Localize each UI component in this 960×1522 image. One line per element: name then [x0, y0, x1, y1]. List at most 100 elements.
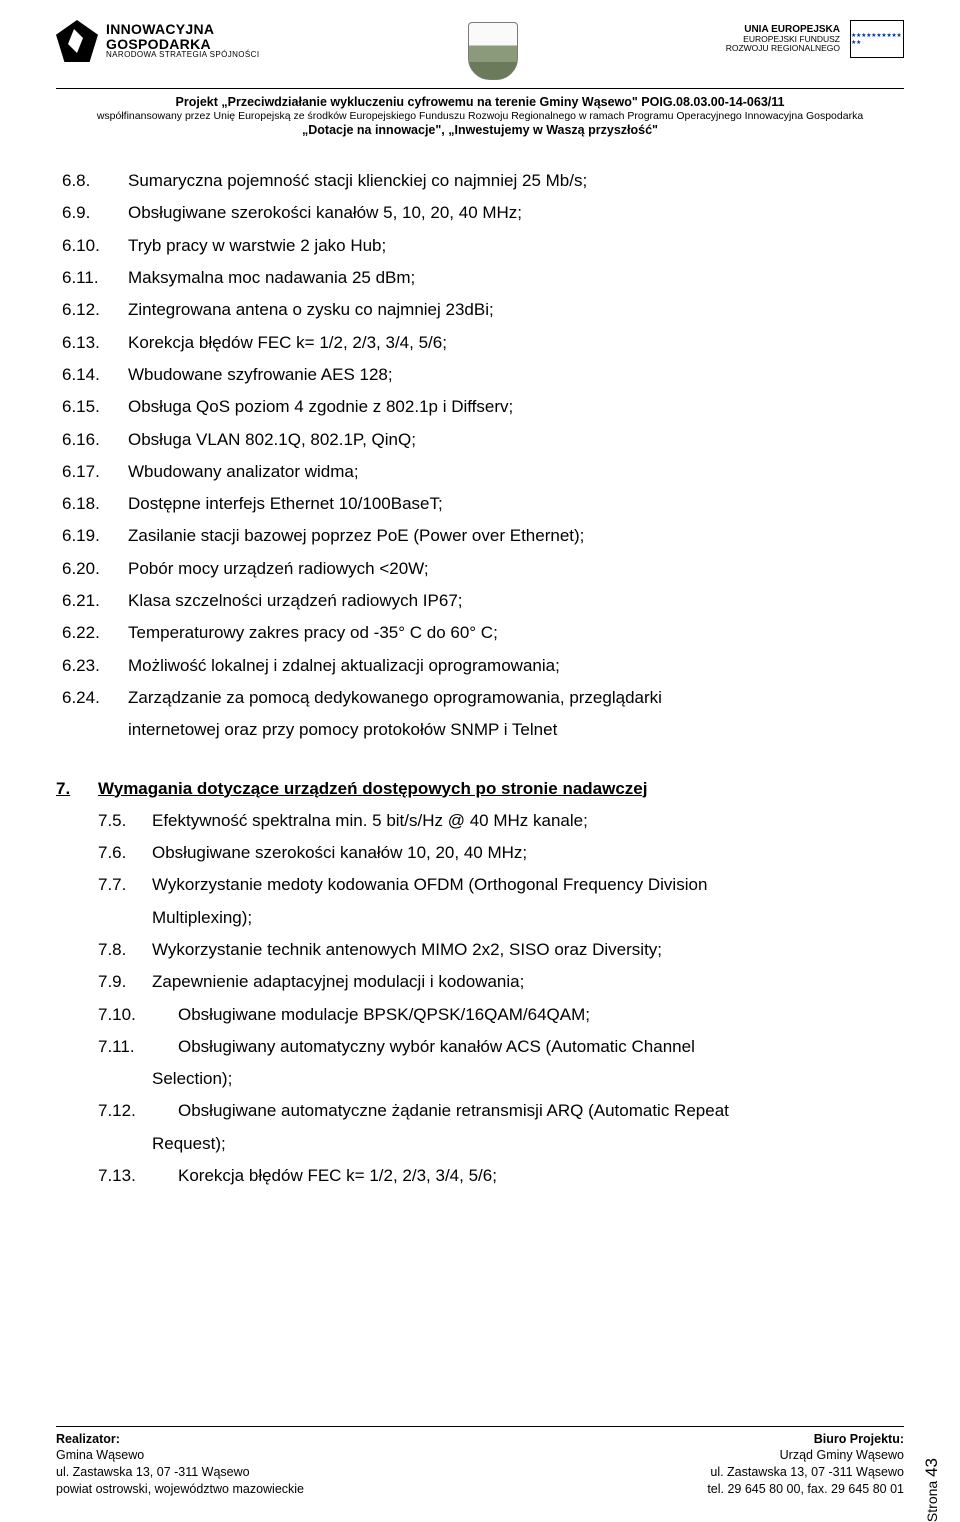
ig-text: INNOWACYJNA GOSPODARKA NARODOWA STRATEGI…: [106, 22, 259, 60]
list7-item: 7.9.Zapewnienie adaptacyjnej modulacji i…: [98, 966, 904, 998]
logo-innowacyjna-gospodarka: INNOWACYJNA GOSPODARKA NARODOWA STRATEGI…: [56, 20, 259, 62]
footer-right-l1: Urząd Gminy Wąsewo: [707, 1447, 904, 1464]
list6-item: 6.14.Wbudowane szyfrowanie AES 128;: [56, 359, 904, 391]
gmina-shield-icon: [468, 22, 518, 80]
list6-item-text: Dostępne interfejs Ethernet 10/100BaseT;: [128, 488, 904, 520]
list7-item-num: 7.13.: [98, 1160, 178, 1192]
ig-star-icon: [56, 20, 98, 62]
list7-item-num: 7.9.: [98, 966, 152, 998]
list7-item-text: Obsługiwany automatyczny wybór kanałów A…: [178, 1031, 904, 1063]
ig-line1: INNOWACYJNA: [106, 22, 259, 37]
footer-right-l3: tel. 29 645 80 00, fax. 29 645 80 01: [707, 1481, 904, 1498]
list6-item: 6.12.Zintegrowana antena o zysku co najm…: [56, 294, 904, 326]
list6-item-text: Możliwość lokalnej i zdalnej aktualizacj…: [128, 650, 904, 682]
list7-item: 7.7.Wykorzystanie medoty kodowania OFDM …: [98, 869, 904, 901]
list6-item-num: 6.21.: [56, 585, 128, 617]
list6-item-num: 6.19.: [56, 520, 128, 552]
project-subtitle: współfinansowany przez Unię Europejską z…: [56, 109, 904, 123]
eu-text: UNIA EUROPEJSKA EUROPEJSKI FUNDUSZ ROZWO…: [726, 25, 840, 53]
list6-item: 6.13.Korekcja błędów FEC k= 1/2, 2/3, 3/…: [56, 327, 904, 359]
section-7-title: 7. Wymagania dotyczące urządzeń dostępow…: [56, 773, 904, 805]
list7-item-text: Obsługiwane automatyczne żądanie retrans…: [178, 1095, 904, 1127]
item-6-24-cont: internetowej oraz przy pomocy protokołów…: [128, 714, 904, 746]
list6-item: 6.24.Zarządzanie za pomocą dedykowanego …: [56, 682, 904, 714]
list6-item-num: 6.10.: [56, 230, 128, 262]
list6-item-num: 6.24.: [56, 682, 128, 714]
list6-item-num: 6.12.: [56, 294, 128, 326]
footer-rule: [56, 1426, 904, 1427]
main-content: 6.8.Sumaryczna pojemność stacji kliencki…: [56, 165, 904, 1192]
list6-item-num: 6.22.: [56, 617, 128, 649]
list6-item-text: Pobór mocy urządzeń radiowych <20W;: [128, 553, 904, 585]
eu-line3: ROZWOJU REGIONALNEGO: [726, 44, 840, 53]
list6-item-num: 6.23.: [56, 650, 128, 682]
page-number: 43: [922, 1458, 941, 1477]
header-logos: INNOWACYJNA GOSPODARKA NARODOWA STRATEGI…: [56, 20, 904, 80]
list7-item-num: 7.8.: [98, 934, 152, 966]
list6-item-text: Zintegrowana antena o zysku co najmniej …: [128, 294, 904, 326]
list6-item: 6.18.Dostępne interfejs Ethernet 10/100B…: [56, 488, 904, 520]
list6-item: 6.9.Obsługiwane szerokości kanałów 5, 10…: [56, 197, 904, 229]
ig-line2: GOSPODARKA: [106, 37, 259, 52]
project-info: Projekt „Przeciwdziałanie wykluczeniu cy…: [56, 95, 904, 137]
list6-item-text: Temperaturowy zakres pracy od -35° C do …: [128, 617, 904, 649]
list6-item: 6.17.Wbudowany analizator widma;: [56, 456, 904, 488]
footer-right-title: Biuro Projektu:: [707, 1431, 904, 1448]
project-slogan: „Dotacje na innowacje", „Inwestujemy w W…: [56, 123, 904, 137]
list6-item-text: Wbudowany analizator widma;: [128, 456, 904, 488]
list7-item-num: 7.12.: [98, 1095, 178, 1127]
list7-item-text: Wykorzystanie technik antenowych MIMO 2x…: [152, 934, 904, 966]
list6-item-text: Zasilanie stacji bazowej poprzez PoE (Po…: [128, 520, 904, 552]
section-7-text: Wymagania dotyczące urządzeń dostępowych…: [98, 773, 648, 805]
project-title: Projekt „Przeciwdziałanie wykluczeniu cy…: [56, 95, 904, 109]
list7-item: 7.8.Wykorzystanie technik antenowych MIM…: [98, 934, 904, 966]
logo-eu: UNIA EUROPEJSKA EUROPEJSKI FUNDUSZ ROZWO…: [726, 20, 904, 58]
list7-item: 7.6.Obsługiwane szerokości kanałów 10, 2…: [98, 837, 904, 869]
list6-item: 6.15.Obsługa QoS poziom 4 zgodnie z 802.…: [56, 391, 904, 423]
list7-item-text: Wykorzystanie medoty kodowania OFDM (Ort…: [152, 869, 904, 901]
list6-item: 6.19.Zasilanie stacji bazowej poprzez Po…: [56, 520, 904, 552]
footer-left-title: Realizator:: [56, 1431, 304, 1448]
eu-flag-icon: [850, 20, 904, 58]
list6-item: 6.21.Klasa szczelności urządzeń radiowyc…: [56, 585, 904, 617]
list6-item-num: 6.16.: [56, 424, 128, 456]
list7-item-text: Korekcja błędów FEC k= 1/2, 2/3, 3/4, 5/…: [178, 1160, 904, 1192]
list6-item-num: 6.15.: [56, 391, 128, 423]
list7-item: 7.10.Obsługiwane modulacje BPSK/QPSK/16Q…: [98, 999, 904, 1031]
list7-item-text: Obsługiwane szerokości kanałów 10, 20, 4…: [152, 837, 904, 869]
list6-item-text: Obsługa VLAN 802.1Q, 802.1P, QinQ;: [128, 424, 904, 456]
page-label: Strona: [924, 1481, 940, 1522]
list6-item-text: Tryb pracy w warstwie 2 jako Hub;: [128, 230, 904, 262]
item-7-7-cont: Multiplexing);: [152, 902, 904, 934]
list6-item-text: Klasa szczelności urządzeń radiowych IP6…: [128, 585, 904, 617]
footer-left-l3: powiat ostrowski, województwo mazowiecki…: [56, 1481, 304, 1498]
section-7-num: 7.: [56, 773, 78, 805]
list7-item: 7.11.Obsługiwany automatyczny wybór kana…: [98, 1031, 904, 1063]
list7-item-num: 7.11.: [98, 1031, 178, 1063]
list7-item-num: 7.6.: [98, 837, 152, 869]
footer-left-l2: ul. Zastawska 13, 07 -311 Wąsewo: [56, 1464, 304, 1481]
footer-left: Realizator: Gmina Wąsewo ul. Zastawska 1…: [56, 1431, 304, 1499]
header-rule: [56, 88, 904, 89]
list7-item-text: Obsługiwane modulacje BPSK/QPSK/16QAM/64…: [178, 999, 904, 1031]
list7-item: 7.12.Obsługiwane automatyczne żądanie re…: [98, 1095, 904, 1127]
list7-item: 7.13.Korekcja błędów FEC k= 1/2, 2/3, 3/…: [98, 1160, 904, 1192]
list6-item: 6.10.Tryb pracy w warstwie 2 jako Hub;: [56, 230, 904, 262]
list6-item: 6.22.Temperaturowy zakres pracy od -35° …: [56, 617, 904, 649]
list6-item-num: 6.13.: [56, 327, 128, 359]
list6-item-text: Obsługiwane szerokości kanałów 5, 10, 20…: [128, 197, 904, 229]
list7-item: 7.5.Efektywność spektralna min. 5 bit/s/…: [98, 805, 904, 837]
footer-row: Realizator: Gmina Wąsewo ul. Zastawska 1…: [56, 1431, 904, 1499]
list6-item-text: Zarządzanie za pomocą dedykowanego oprog…: [128, 682, 904, 714]
page: INNOWACYJNA GOSPODARKA NARODOWA STRATEGI…: [0, 0, 960, 1518]
list6-item-text: Sumaryczna pojemność stacji klienckiej c…: [128, 165, 904, 197]
footer-right-l2: ul. Zastawska 13, 07 -311 Wąsewo: [707, 1464, 904, 1481]
list6-item-num: 6.18.: [56, 488, 128, 520]
list6-item-num: 6.14.: [56, 359, 128, 391]
list7-item-num: 7.7.: [98, 869, 152, 901]
list6-item: 6.16.Obsługa VLAN 802.1Q, 802.1P, QinQ;: [56, 424, 904, 456]
list7-item-num: 7.5.: [98, 805, 152, 837]
list6-item-text: Wbudowane szyfrowanie AES 128;: [128, 359, 904, 391]
item-7-11-cont: Selection);: [152, 1063, 904, 1095]
list6-item: 6.20.Pobór mocy urządzeń radiowych <20W;: [56, 553, 904, 585]
